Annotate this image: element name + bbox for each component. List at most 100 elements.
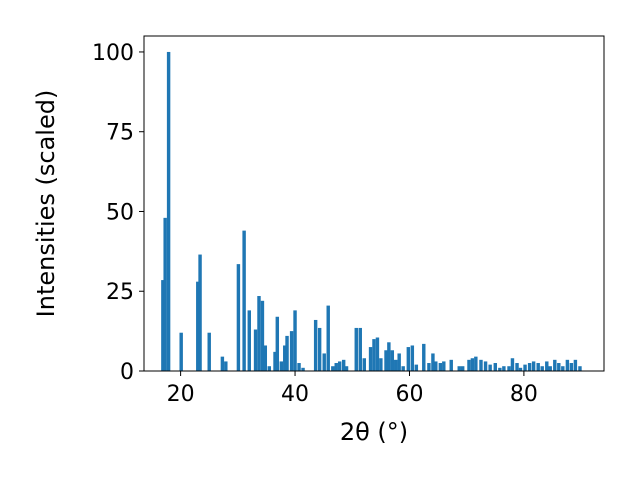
- bar: [507, 366, 511, 371]
- bar: [253, 329, 258, 371]
- bar: [390, 350, 395, 371]
- bar: [431, 353, 435, 371]
- y-tick-label: 25: [106, 280, 134, 305]
- bar: [297, 363, 301, 371]
- bar: [401, 366, 405, 371]
- bar: [518, 367, 523, 371]
- bar: [540, 366, 544, 371]
- bar: [449, 359, 453, 371]
- bar: [387, 342, 391, 371]
- bar: [379, 358, 383, 371]
- bar: [166, 51, 171, 371]
- bar: [354, 327, 358, 371]
- bar: [372, 339, 376, 371]
- bar: [260, 300, 265, 371]
- bar: [384, 350, 388, 371]
- bar: [334, 363, 338, 371]
- bar: [457, 366, 461, 371]
- bar: [341, 359, 346, 371]
- y-tick-label: 0: [120, 360, 134, 385]
- bar: [502, 366, 506, 371]
- bar: [198, 254, 202, 371]
- bar: [196, 281, 200, 371]
- bar: [569, 363, 574, 371]
- bar: [427, 363, 431, 371]
- x-axis-ticks: 20 40 60 80: [167, 371, 538, 407]
- bar: [479, 359, 483, 371]
- bar: [326, 305, 330, 371]
- bar: [515, 363, 519, 371]
- x-tick-label: 60: [395, 382, 423, 407]
- bar: [257, 296, 261, 371]
- bar: [163, 217, 167, 371]
- bar: [442, 361, 446, 371]
- bar: [470, 358, 475, 371]
- bar: [483, 361, 488, 371]
- bar: [438, 363, 443, 371]
- bar: [493, 363, 498, 371]
- bar: [531, 361, 536, 371]
- bar-series: [161, 51, 582, 371]
- bar: [578, 366, 582, 371]
- bar: [207, 332, 211, 371]
- bar: [557, 363, 561, 371]
- bar: [368, 347, 373, 371]
- bar: [498, 367, 502, 371]
- bar: [375, 337, 380, 371]
- bar: [553, 359, 557, 371]
- bar: [273, 351, 277, 371]
- bar: [285, 335, 289, 371]
- bar: [236, 264, 241, 371]
- bar: [362, 358, 366, 371]
- bar: [337, 361, 342, 371]
- bar: [322, 353, 326, 371]
- bar: [474, 356, 478, 371]
- bar: [344, 366, 349, 371]
- bar: [527, 363, 532, 371]
- bar: [267, 366, 272, 371]
- bar: [523, 364, 527, 371]
- bar: [293, 310, 297, 371]
- bar: [289, 331, 294, 371]
- x-tick-label: 80: [510, 382, 538, 407]
- bar: [247, 310, 251, 371]
- bar: [331, 366, 335, 371]
- y-tick-label: 50: [106, 200, 134, 225]
- bar: [279, 361, 284, 371]
- bar: [573, 359, 578, 371]
- x-tick-label: 40: [281, 382, 309, 407]
- bar: [548, 366, 552, 371]
- bar: [224, 361, 228, 371]
- bar: [536, 363, 540, 371]
- x-axis-label: 2θ (°): [340, 418, 408, 446]
- y-axis-label: Intensities (scaled): [32, 90, 60, 318]
- bar: [410, 345, 415, 371]
- bar: [283, 345, 287, 371]
- bar: [467, 359, 471, 371]
- bar: [510, 358, 515, 371]
- bar: [394, 359, 398, 371]
- bar: [545, 361, 549, 371]
- bar: [397, 353, 401, 371]
- y-axis-ticks: 0 25 50 75 100: [92, 41, 144, 385]
- bar: [301, 367, 305, 371]
- bar: [488, 364, 492, 371]
- bar: [161, 280, 165, 371]
- bar: [263, 345, 268, 371]
- bar: [358, 327, 362, 371]
- bar: [422, 343, 426, 371]
- bar: [460, 366, 465, 371]
- bar: [313, 319, 318, 371]
- y-tick-label: 75: [106, 121, 134, 146]
- bar: [317, 327, 322, 371]
- bar: [406, 347, 411, 371]
- bar: [242, 230, 246, 371]
- y-tick-label: 100: [92, 41, 134, 66]
- bar: [220, 356, 225, 371]
- bar: [565, 359, 570, 371]
- bar: [275, 316, 280, 371]
- bar: [561, 366, 565, 371]
- bar: [414, 364, 419, 371]
- bar: [434, 361, 438, 371]
